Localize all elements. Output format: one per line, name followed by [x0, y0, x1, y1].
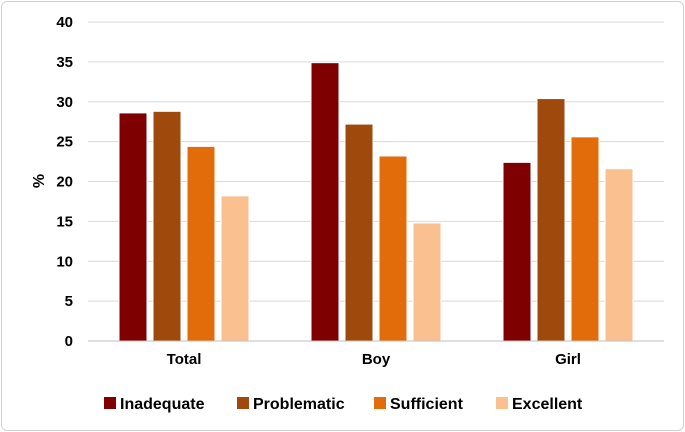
- bar-problematic-girl: [536, 98, 566, 342]
- bar-sufficient-girl: [570, 136, 600, 342]
- bar-sufficient-boy: [378, 155, 408, 342]
- legend-label: Problematic: [253, 396, 345, 413]
- y-tick-label: 40: [56, 14, 73, 31]
- gridlines: [88, 21, 664, 302]
- bar-problematic-total: [152, 110, 182, 342]
- x-category-label: Girl: [555, 351, 581, 368]
- legend-label: Sufficient: [390, 396, 464, 413]
- y-tick-label: 15: [56, 213, 73, 230]
- y-tick-label: 30: [56, 94, 73, 111]
- bar-inadequate-girl: [502, 161, 532, 342]
- y-axis-label: %: [31, 174, 48, 188]
- y-tick-label: 0: [65, 333, 73, 350]
- bar-excellent-total: [220, 195, 250, 342]
- legend-swatch: [104, 397, 116, 409]
- y-tick-label: 10: [56, 253, 73, 270]
- legend-item-sufficient: Sufficient: [374, 396, 464, 413]
- bar-inadequate-total: [118, 112, 148, 342]
- bars: [118, 62, 634, 342]
- y-tick-label: 20: [56, 174, 73, 191]
- legend-item-excellent: Excellent: [496, 396, 583, 413]
- bar-excellent-boy: [412, 222, 442, 342]
- y-axis-ticks: 0 5 10 15 20 25 30 35 40: [56, 14, 73, 350]
- y-tick-label: 35: [56, 54, 73, 71]
- x-axis-category-labels: Total Boy Girl: [167, 351, 581, 368]
- y-tick-label: 25: [56, 134, 73, 151]
- legend-label: Inadequate: [120, 396, 205, 413]
- bar-problematic-boy: [344, 123, 374, 342]
- bar-excellent-girl: [604, 168, 634, 342]
- y-tick-label: 5: [65, 293, 73, 310]
- legend-item-inadequate: Inadequate: [104, 396, 205, 413]
- legend-swatch: [496, 397, 508, 409]
- legend-swatch: [237, 397, 249, 409]
- legend: Inadequate Problematic Sufficient Excellent: [104, 396, 583, 413]
- legend-swatch: [374, 397, 386, 409]
- x-category-label: Total: [167, 351, 202, 368]
- x-category-label: Boy: [362, 351, 391, 368]
- legend-label: Excellent: [512, 396, 583, 413]
- bar-sufficient-total: [186, 145, 216, 342]
- legend-item-problematic: Problematic: [237, 396, 345, 413]
- bar-inadequate-boy: [310, 62, 340, 342]
